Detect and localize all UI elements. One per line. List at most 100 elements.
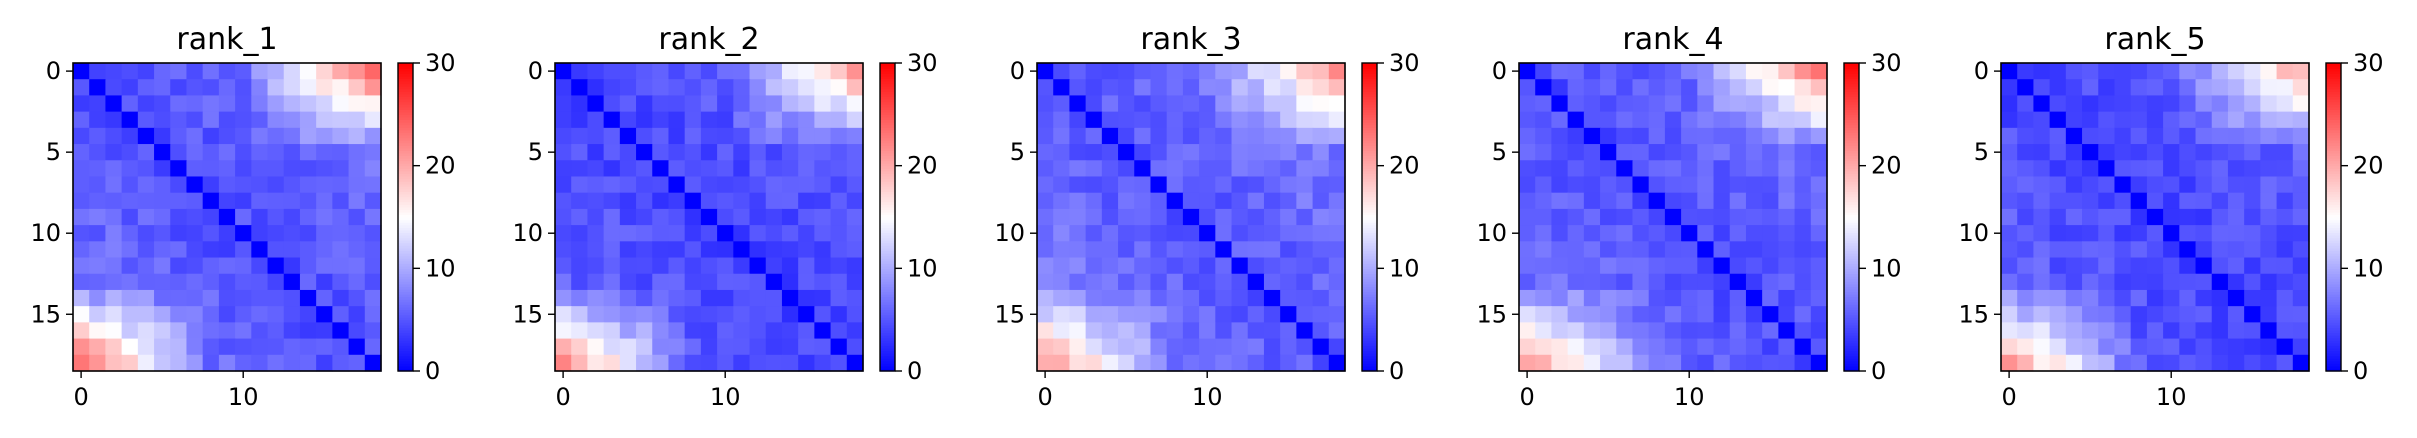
heatmap-cell (1069, 111, 1087, 129)
colorbar-band (1362, 193, 1377, 198)
colorbar-band (398, 368, 413, 372)
heatmap-cell (2130, 289, 2148, 307)
heatmap-cell (2001, 79, 2018, 97)
colorbar-band (1362, 273, 1377, 277)
heatmap-cell (1632, 338, 1650, 356)
heatmap-cell (186, 306, 204, 323)
heatmap-cell (1648, 208, 1666, 226)
heatmap-cell (2065, 257, 2083, 275)
heatmap-cell (1053, 257, 1071, 275)
colorbar-band (880, 232, 895, 236)
heatmap-cell (1551, 273, 1569, 291)
colorbar-band (1362, 80, 1377, 85)
colorbar-band (880, 291, 895, 295)
heatmap-cell (1118, 241, 1135, 259)
heatmap-cell (765, 354, 783, 372)
heatmap-cell (1280, 322, 1297, 340)
heatmap-cell (814, 322, 832, 340)
heatmap-cell (89, 208, 107, 226)
heatmap-cell (170, 322, 188, 340)
colorbar-band (1362, 358, 1377, 362)
heatmap-cell (2082, 322, 2099, 340)
heatmap-cell (1567, 111, 1585, 129)
heatmap-cell (332, 95, 350, 113)
heatmap-cell (299, 176, 317, 194)
colorbar-band (1844, 311, 1859, 316)
colorbar-band (2326, 75, 2341, 79)
heatmap-cell (830, 322, 848, 340)
heatmap-cell (1778, 144, 1796, 161)
heatmap-cell (1296, 208, 1314, 226)
heatmap-cell (652, 241, 670, 259)
heatmap-cell (73, 273, 90, 291)
heatmap-cell (332, 63, 350, 80)
colorbar-band (1362, 129, 1377, 133)
heatmap-cell (2276, 111, 2294, 129)
heatmap-cell (89, 95, 107, 113)
heatmap-cell (2130, 257, 2148, 275)
heatmap-cell (1199, 192, 1216, 210)
heatmap-cell (364, 306, 382, 323)
colorbar-band (880, 288, 895, 293)
colorbar-band (1362, 175, 1377, 180)
heatmap-cell (1199, 127, 1216, 145)
colorbar-band (2326, 368, 2341, 372)
heatmap-cell (1616, 208, 1634, 226)
heatmap-cell (1745, 79, 1763, 97)
heatmap-cell (733, 273, 751, 291)
y-tick-label: 5 (528, 138, 543, 166)
colorbar-band (1362, 140, 1377, 144)
heatmap-cell (1600, 111, 1617, 129)
heatmap-cell (2114, 192, 2132, 210)
heatmap-cell (1697, 306, 1715, 323)
heatmap-cell (814, 79, 832, 97)
colorbar-band (1362, 65, 1377, 69)
heatmap-cell (1037, 208, 1054, 226)
heatmap-cell (1583, 338, 1601, 356)
heatmap-cell (154, 111, 171, 129)
heatmap-cell (1280, 63, 1297, 80)
heatmap-cell (1551, 127, 1569, 145)
heatmap-cell (684, 289, 702, 307)
heatmap-cell (218, 322, 236, 340)
heatmap-cell (299, 322, 317, 340)
colorbar-band (880, 258, 895, 262)
heatmap-cell (2033, 160, 2051, 178)
heatmap-cell (846, 306, 864, 323)
heatmap-cell (2033, 111, 2051, 129)
heatmap-cell (555, 208, 572, 226)
heatmap-cell (1762, 289, 1779, 307)
heatmap-cell (1215, 144, 1233, 161)
heatmap-cell (1296, 273, 1314, 291)
heatmap-cell (1150, 354, 1168, 372)
colorbar-band (880, 157, 895, 162)
heatmap-cell (2227, 79, 2245, 97)
colorbar-band (880, 209, 895, 213)
heatmap-cell (1199, 241, 1216, 259)
heatmap-cell (684, 257, 702, 275)
heatmap-cell (1053, 354, 1071, 372)
heatmap-cell (1648, 192, 1666, 210)
heatmap-cell (267, 306, 285, 323)
heatmap-cell (1069, 144, 1087, 161)
colorbar-band (1844, 111, 1859, 115)
heatmap-cell (348, 322, 366, 340)
heatmap-cell (121, 176, 139, 194)
heatmap-cell (1583, 95, 1601, 113)
heatmap-cell (700, 306, 718, 323)
heatmap-cell (1328, 289, 1346, 307)
heatmap-cell (830, 289, 848, 307)
heatmap-cell (2179, 111, 2197, 129)
colorbar-band (880, 145, 895, 149)
heatmap-cell (717, 354, 734, 372)
heatmap-cell (814, 127, 832, 145)
colorbar-band (880, 281, 895, 285)
heatmap-cell (2001, 306, 2018, 323)
colorbar-band (398, 114, 413, 118)
colorbar-band (2326, 73, 2341, 77)
heatmap-cell (2033, 208, 2051, 226)
heatmap-cell (1713, 192, 1731, 210)
colorbar-band (2326, 345, 2341, 349)
heatmap-cell (202, 273, 220, 291)
heatmap-cell (1551, 176, 1569, 194)
